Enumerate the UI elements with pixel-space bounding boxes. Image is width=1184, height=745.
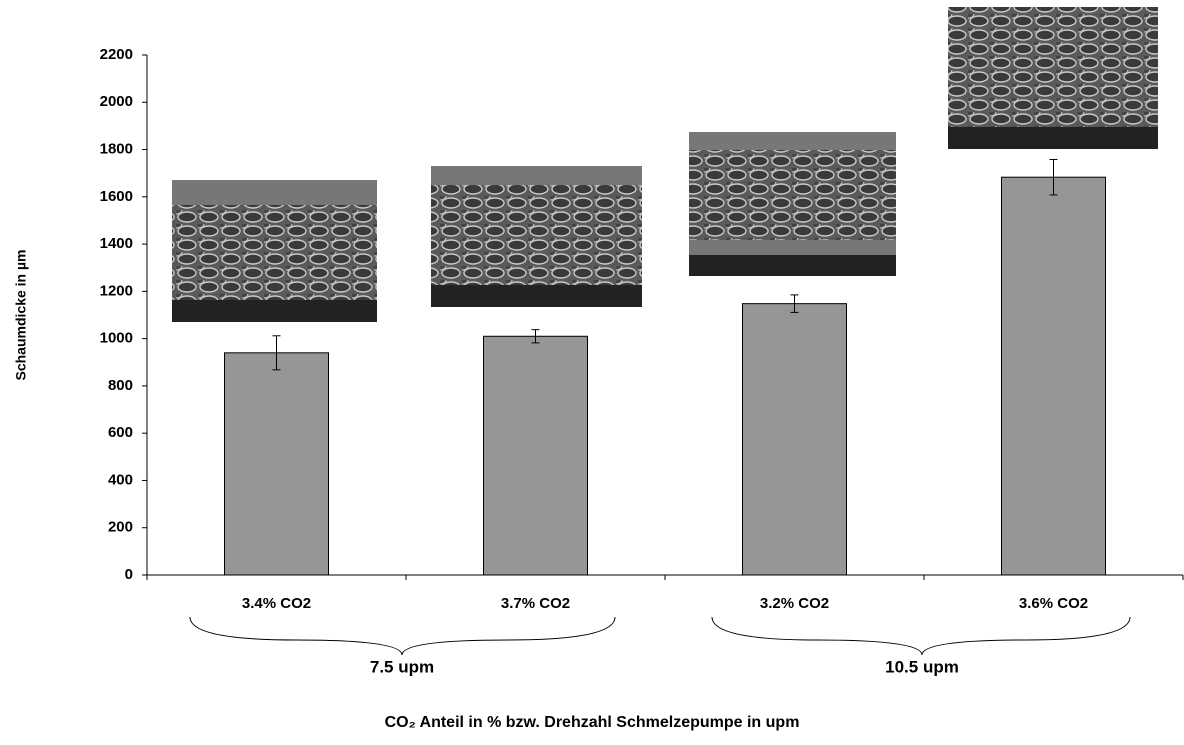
bar (225, 353, 329, 575)
bar (484, 336, 588, 575)
chart: 7.5 upm 10.5 upm CO₂ Anteil in % bzw. Dr… (0, 0, 1184, 745)
sem-image-bar (172, 300, 377, 322)
y-tick-label: 200 (108, 519, 133, 536)
x-tick-label: 3.4% CO2 (242, 595, 311, 612)
sem-image-foam (172, 205, 377, 300)
sem-image-bar (948, 127, 1158, 149)
x-tick-label: 3.2% CO2 (760, 595, 829, 612)
page: 7.5 upm 10.5 upm CO₂ Anteil in % bzw. Dr… (0, 0, 1184, 745)
y-tick-label: 400 (108, 471, 133, 488)
y-tick-label: 600 (108, 424, 133, 441)
x-tick-label: 3.6% CO2 (1019, 595, 1088, 612)
y-tick-label: 1000 (100, 330, 133, 347)
y-tick-label: 2000 (100, 93, 133, 110)
y-tick-label: 800 (108, 377, 133, 394)
group-label: 10.5 upm (885, 657, 959, 676)
x-tick-label: 3.7% CO2 (501, 595, 570, 612)
sem-image-bar (689, 255, 896, 276)
bar (743, 304, 847, 575)
sem-image-foam (689, 150, 896, 240)
sem-image-bar (431, 285, 642, 307)
bar (1002, 177, 1106, 575)
y-tick-label: 1600 (100, 188, 133, 205)
y-tick-label: 1800 (100, 141, 133, 158)
y-tick-label: 1400 (100, 235, 133, 252)
sem-image-foam (431, 185, 642, 285)
group-label: 7.5 upm (370, 657, 434, 676)
x-axis-label: CO₂ Anteil in % bzw. Drehzahl Schmelzepu… (385, 714, 800, 731)
y-tick-label: 2200 (100, 46, 133, 63)
y-tick-label: 0 (125, 566, 133, 583)
group-brace (712, 617, 1130, 655)
group-brace (190, 617, 615, 655)
y-tick-label: 1200 (100, 282, 133, 299)
y-axis-label: Schaumdicke in µm (13, 250, 29, 381)
